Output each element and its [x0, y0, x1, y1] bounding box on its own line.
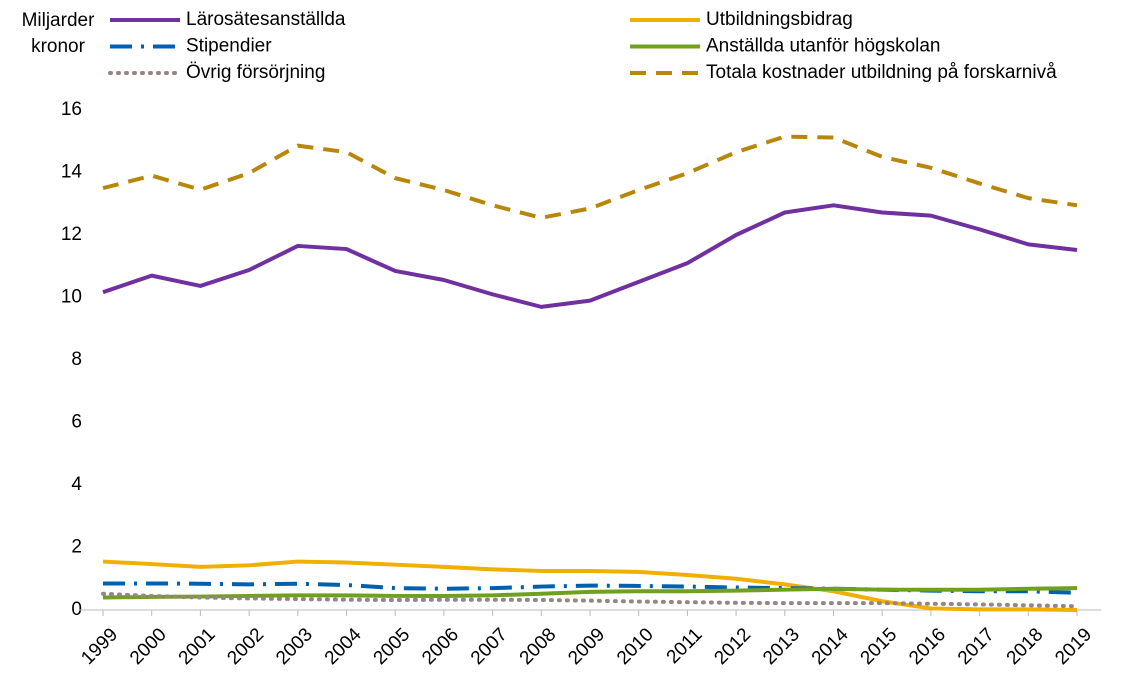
legend-label: Utbildningsbidrag — [706, 9, 853, 30]
x-tick-label: 1999 — [77, 624, 122, 669]
y-tick-label: 12 — [61, 224, 82, 245]
y-tick-label: 2 — [71, 537, 82, 558]
series-line — [102, 134, 1078, 220]
x-tick-label: 2010 — [613, 624, 658, 669]
y-tick-label: 0 — [71, 599, 82, 620]
x-tick-label: 2000 — [126, 624, 171, 669]
x-tick-label: 2007 — [467, 624, 512, 669]
y-tick-label: 6 — [71, 412, 82, 433]
series-line — [102, 203, 1078, 309]
x-tick-label: 2003 — [272, 624, 317, 669]
x-tick-label: 2002 — [223, 624, 268, 669]
series-line — [102, 586, 1078, 600]
x-tick-label: 2012 — [710, 624, 755, 669]
legend-label: Övrig försörjning — [186, 62, 325, 83]
y-tick-label: 4 — [71, 474, 82, 495]
series-line — [102, 559, 1078, 612]
x-tick-label: 2013 — [759, 624, 804, 669]
y-tick-label: 10 — [61, 287, 82, 308]
series-line — [103, 581, 1078, 595]
x-tick-label: 2019 — [1051, 624, 1096, 669]
legend-label: Lärosätesanställda — [186, 9, 346, 30]
x-tick-label: 2017 — [954, 624, 999, 669]
x-tick-label: 2009 — [564, 624, 609, 669]
x-tick-label: 2005 — [370, 624, 415, 669]
legend-label: Stipendier — [186, 36, 272, 57]
y-tick-label: 8 — [71, 349, 82, 370]
x-tick-label: 2018 — [1003, 624, 1048, 669]
x-tick-label: 2008 — [516, 624, 561, 669]
y-axis-title: Miljarder kronor — [21, 10, 95, 57]
x-tick-label: 2004 — [321, 624, 366, 669]
x-tick-label: 2006 — [418, 624, 463, 669]
x-tick-label: 2015 — [857, 624, 902, 669]
y-tick-label: 16 — [61, 99, 82, 120]
x-tick-label: 2014 — [808, 624, 853, 669]
x-tick-label: 2011 — [663, 624, 707, 668]
y-tick-label: 14 — [61, 162, 83, 183]
x-tick-label: 2001 — [175, 624, 220, 669]
x-tick-label: 2016 — [905, 624, 950, 669]
legend-label: Anställda utanför högskolan — [706, 36, 941, 57]
series-line — [101, 591, 1079, 609]
legend-label: Totala kostnader utbildning på forskarni… — [706, 62, 1057, 83]
